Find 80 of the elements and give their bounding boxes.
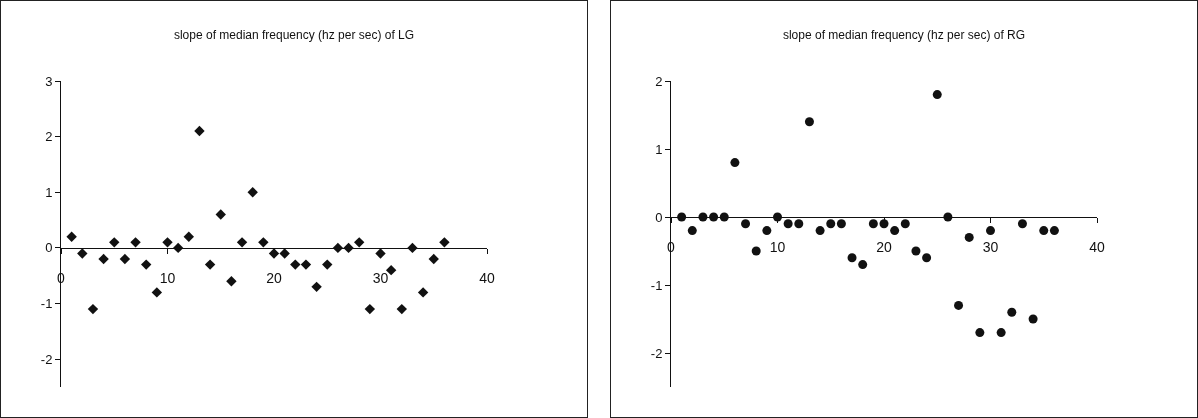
x-tick-label: 30 xyxy=(372,269,389,286)
point xyxy=(439,237,450,248)
point xyxy=(964,232,974,242)
point xyxy=(77,248,88,259)
point xyxy=(258,237,269,248)
x-tick-label: 40 xyxy=(479,269,495,286)
point xyxy=(687,226,697,236)
point xyxy=(996,328,1006,338)
point xyxy=(911,246,921,256)
point xyxy=(300,259,312,270)
point xyxy=(1049,226,1059,236)
point xyxy=(130,237,141,248)
point xyxy=(417,287,429,298)
point xyxy=(364,303,376,315)
x-tick-label: 20 xyxy=(876,238,892,255)
point xyxy=(932,90,942,100)
point xyxy=(66,231,77,242)
point xyxy=(247,187,258,198)
y-tick-label: 3 xyxy=(45,73,53,89)
point xyxy=(151,287,163,298)
point xyxy=(236,237,248,248)
point xyxy=(1039,226,1049,236)
point xyxy=(396,303,407,315)
y-tick-label: -2 xyxy=(40,351,53,367)
point xyxy=(858,260,868,270)
point xyxy=(847,253,857,263)
point xyxy=(215,209,226,220)
y-tick-label: -1 xyxy=(650,277,663,293)
point xyxy=(1007,307,1017,317)
point xyxy=(954,300,964,310)
x-tick-label: 10 xyxy=(159,269,176,286)
point xyxy=(804,117,814,127)
y-tick-label: -2 xyxy=(650,345,663,361)
y-tick-label: 1 xyxy=(45,184,53,200)
chart-title: slope of median frequency (hz per sec) of LG xyxy=(173,27,415,42)
point xyxy=(751,246,761,256)
y-tick-label: 1 xyxy=(655,141,663,157)
point xyxy=(141,259,152,270)
point xyxy=(87,303,99,315)
point xyxy=(119,253,131,265)
point xyxy=(226,276,237,287)
y-tick-label: 0 xyxy=(655,209,663,225)
point xyxy=(428,253,439,265)
point xyxy=(194,125,205,137)
point xyxy=(815,226,825,236)
y-tick-label: -1 xyxy=(40,296,53,312)
point xyxy=(868,219,878,229)
point xyxy=(375,248,386,259)
point xyxy=(922,253,932,263)
point xyxy=(986,226,995,236)
point xyxy=(162,237,173,248)
point xyxy=(741,219,751,229)
point xyxy=(730,158,740,168)
chart-title: slope of median frequency (hz per sec) of RG xyxy=(782,27,1026,42)
point xyxy=(794,219,804,229)
point xyxy=(975,328,985,338)
y-tick-label: 2 xyxy=(45,129,53,145)
point xyxy=(311,281,322,293)
point xyxy=(332,242,344,254)
point xyxy=(290,259,301,270)
x-tick-label: 20 xyxy=(266,269,282,286)
point xyxy=(890,226,900,236)
y-tick-label: 2 xyxy=(655,73,663,89)
point xyxy=(1028,314,1038,324)
point xyxy=(783,219,793,229)
x-tick-label: 30 xyxy=(982,238,999,255)
point xyxy=(900,219,910,229)
point xyxy=(183,231,194,242)
point xyxy=(322,259,333,270)
x-tick-label: 40 xyxy=(1089,238,1105,255)
point xyxy=(826,219,836,229)
point xyxy=(109,237,120,248)
point xyxy=(204,259,216,270)
point xyxy=(98,253,109,265)
point xyxy=(836,219,846,229)
point xyxy=(354,237,365,248)
point xyxy=(1017,219,1027,229)
x-tick-label: 10 xyxy=(769,238,786,255)
point xyxy=(762,226,772,236)
point xyxy=(279,248,290,259)
